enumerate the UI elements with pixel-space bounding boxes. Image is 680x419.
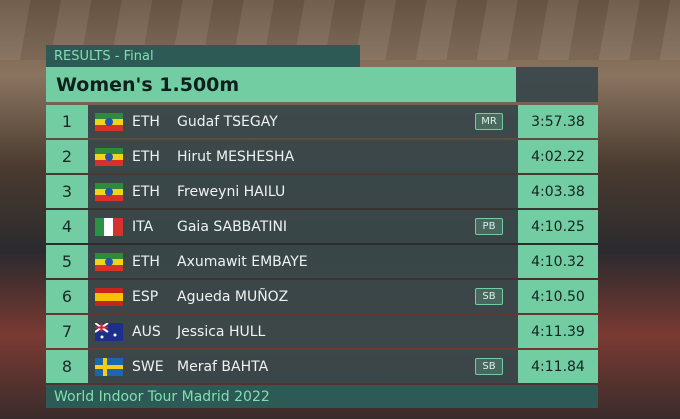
flag — [95, 218, 123, 236]
country: ETH — [132, 113, 160, 130]
record-badge: SB — [475, 358, 503, 375]
flag — [94, 322, 123, 341]
time: 4:10.25 — [518, 210, 598, 243]
flag-shape — [95, 148, 123, 154]
rank: 6 — [46, 280, 88, 313]
row-background — [88, 280, 516, 313]
rank: 3 — [46, 175, 88, 208]
row-gap — [516, 210, 518, 243]
row-gap — [516, 315, 518, 348]
flag-shape — [113, 333, 117, 337]
row-background — [88, 210, 516, 243]
athlete-name: Agueda MUÑOZ — [177, 288, 289, 305]
flag-icon — [95, 253, 123, 271]
flag-shape — [95, 293, 123, 301]
results-label: RESULTS - Final — [46, 45, 360, 67]
flag-icon — [95, 148, 123, 166]
athlete-name: Gudaf TSEGAY — [177, 113, 278, 130]
footer: World Indoor Tour Madrid 2022 — [46, 385, 598, 408]
flag-shape — [100, 335, 104, 339]
flag-shape — [105, 118, 113, 126]
flag-icon — [95, 358, 123, 376]
row-gap — [516, 140, 518, 173]
time: 4:02.22 — [518, 140, 598, 173]
rank: 1 — [46, 105, 88, 138]
row-gap — [516, 245, 518, 278]
flag — [95, 148, 123, 166]
country: AUS — [132, 323, 161, 340]
flag-shape — [95, 113, 123, 119]
time: 4:11.84 — [518, 350, 598, 383]
time: 4:10.32 — [518, 245, 598, 278]
flag-icon — [95, 183, 123, 201]
flag-shape — [105, 188, 113, 196]
record-badge: MR — [475, 113, 503, 130]
time: 3:57.38 — [518, 105, 598, 138]
flag-shape — [105, 258, 113, 266]
flag-shape — [95, 265, 123, 271]
athlete-name: Jessica HULL — [177, 323, 266, 340]
flag-icon — [94, 322, 123, 341]
row-background — [88, 105, 516, 138]
country: ETH — [132, 253, 160, 270]
flag-icon — [95, 113, 123, 131]
row-background — [88, 315, 516, 348]
record-badge: PB — [475, 218, 503, 235]
flag-shape — [113, 218, 123, 236]
flag-icon — [95, 218, 123, 236]
flag-icon — [95, 288, 123, 306]
flag-shape — [95, 253, 123, 259]
row-gap — [516, 105, 518, 138]
athlete-name: Hirut MESHESHA — [177, 148, 295, 165]
rank: 7 — [46, 315, 88, 348]
row-gap — [516, 175, 518, 208]
country: ITA — [132, 218, 154, 235]
flag — [95, 288, 123, 306]
row-background — [88, 140, 516, 173]
time: 4:10.50 — [518, 280, 598, 313]
athlete-name: Gaia SABBATINI — [177, 218, 288, 235]
time: 4:11.39 — [518, 315, 598, 348]
athlete-name: Meraf BAHTA — [177, 358, 269, 375]
record-badge: SB — [475, 288, 503, 305]
country: ETH — [132, 148, 160, 165]
flag — [95, 183, 123, 201]
flag-shape — [95, 365, 123, 369]
rank: 5 — [46, 245, 88, 278]
flag-shape — [95, 125, 123, 131]
row-gap — [516, 350, 518, 383]
flag-shape — [95, 323, 108, 332]
flag-shape — [104, 218, 114, 236]
flag-shape — [95, 195, 123, 201]
country: ETH — [132, 183, 160, 200]
row-background — [88, 350, 516, 383]
row-background — [88, 175, 516, 208]
flag-shape — [95, 183, 123, 189]
row-gap — [516, 280, 518, 313]
event-title: Women's 1.500m — [46, 67, 516, 102]
flag — [95, 113, 123, 131]
flag — [95, 358, 123, 376]
rank: 2 — [46, 140, 88, 173]
country: ESP — [132, 288, 159, 305]
rank: 4 — [46, 210, 88, 243]
time: 4:03.38 — [518, 175, 598, 208]
athlete-name: Freweyni HAILU — [177, 183, 286, 200]
row-background — [88, 245, 516, 278]
flag-shape — [105, 153, 113, 161]
rank: 8 — [46, 350, 88, 383]
athlete-name: Axumawit EMBAYE — [177, 253, 308, 270]
flag-shape — [95, 218, 105, 236]
flag — [95, 253, 123, 271]
flag-shape — [95, 160, 123, 166]
country: SWE — [132, 358, 164, 375]
title-end — [516, 67, 598, 102]
